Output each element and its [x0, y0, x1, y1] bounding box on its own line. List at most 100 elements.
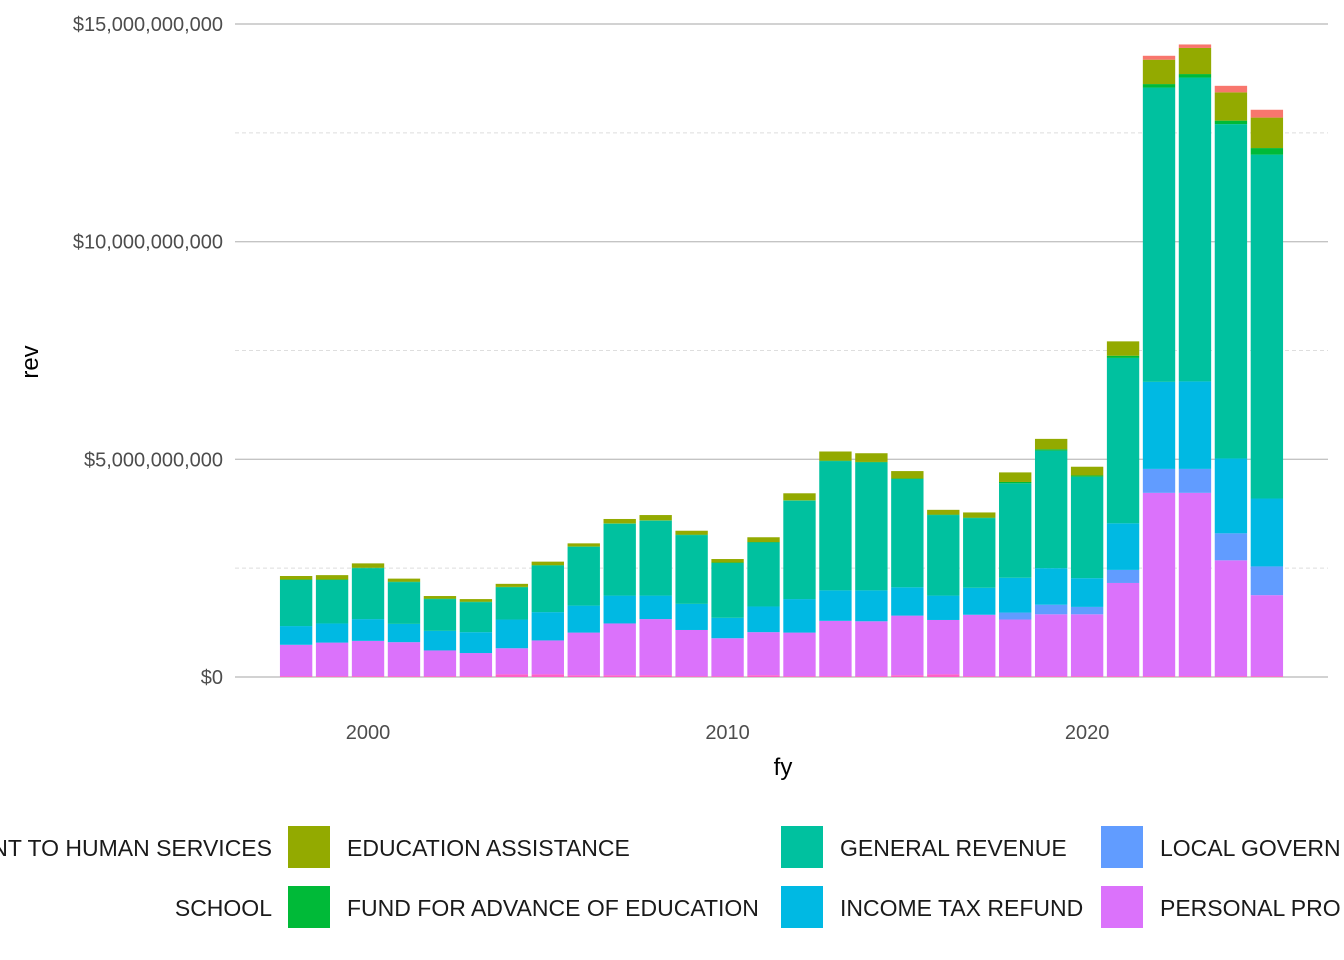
- y-tick-label: $15,000,000,000: [73, 14, 223, 36]
- bar-segment: [1106, 582, 1140, 677]
- x-tick-label: 2000: [346, 722, 391, 744]
- bar-segment: [351, 568, 385, 620]
- bar-segment: [819, 620, 852, 677]
- bar-segment: [1250, 566, 1284, 596]
- bar-segment: [855, 676, 888, 677]
- bar-segment: [1142, 468, 1176, 493]
- bar-segment: [531, 640, 564, 675]
- bar-segment: [567, 675, 600, 677]
- bar-segment: [1106, 569, 1140, 583]
- y-axis-title: rev: [17, 345, 44, 378]
- x-tick-label: 2020: [1065, 722, 1110, 744]
- bar-segment: [1070, 476, 1104, 579]
- bar-segment: [1250, 676, 1284, 677]
- bar-segment: [711, 676, 744, 677]
- legend-label: INCOME TAX REFUND: [840, 895, 1083, 921]
- bar-segment: [1142, 87, 1176, 382]
- bar-segment: [675, 629, 708, 677]
- bar-segment: [1178, 74, 1212, 78]
- bar-segment: [1034, 676, 1068, 677]
- bar-segment: [567, 605, 600, 633]
- bar-segment: [279, 626, 313, 645]
- bar-segment: [279, 576, 313, 580]
- bar-segment: [279, 644, 313, 677]
- bar-segment: [1214, 458, 1248, 534]
- bar-segment: [387, 578, 421, 582]
- bar-segment: [279, 676, 313, 677]
- bar-segment: [1034, 450, 1068, 569]
- bar-segment: [1106, 341, 1140, 356]
- bar-segment: [315, 623, 349, 643]
- bar-segment: [855, 621, 888, 677]
- x-axis: 2000 2010 2020: [346, 722, 1110, 744]
- bar-segment: [279, 579, 313, 627]
- legend-label: SCHOOL: [175, 895, 272, 921]
- bar-segment: [1214, 120, 1248, 125]
- legend-key: [1101, 826, 1143, 868]
- bar-segment: [819, 676, 852, 677]
- bar-segment: [1070, 676, 1104, 677]
- bar-segment: [1178, 676, 1212, 677]
- bar-segment: [1070, 614, 1104, 677]
- bar-segment: [999, 472, 1032, 482]
- bar-segment: [963, 587, 996, 615]
- bar-segment: [819, 451, 852, 461]
- bar-segment: [1142, 59, 1176, 85]
- bar-segment: [459, 599, 493, 602]
- bar-segment: [1178, 47, 1212, 75]
- bar-segment: [1178, 492, 1212, 677]
- bar-segment: [963, 512, 996, 518]
- bar-segment: [423, 596, 457, 599]
- bar-segment: [963, 518, 996, 588]
- bar-segment: [1142, 381, 1176, 469]
- legend-key: [781, 886, 823, 928]
- bar-segment: [387, 623, 421, 643]
- bar-segment: [639, 619, 672, 676]
- bar-segment: [711, 562, 744, 618]
- bar-segment: [639, 675, 672, 677]
- bar-segment: [567, 543, 600, 547]
- bar-segment: [315, 575, 349, 580]
- bar-segment: [1250, 154, 1284, 499]
- bar-segment: [747, 675, 780, 677]
- bar-segment: [423, 676, 457, 677]
- bar-segment: [387, 582, 421, 624]
- bar-segment: [351, 619, 385, 641]
- x-axis-title: fy: [774, 754, 793, 781]
- bar-segment: [891, 478, 924, 588]
- bar-segment: [315, 642, 349, 677]
- legend-label: GENERAL REVENUE: [840, 835, 1067, 861]
- bar-segment: [531, 674, 564, 677]
- bar-segment: [315, 676, 349, 677]
- bar-segment: [747, 632, 780, 676]
- bar-segment: [819, 461, 852, 591]
- bar-segment: [783, 599, 816, 633]
- bar-segment: [423, 630, 457, 651]
- bar-segment: [639, 515, 672, 521]
- bar-segment: [315, 579, 349, 624]
- bar-segment: [891, 675, 924, 677]
- bar-segment: [1034, 438, 1068, 450]
- bar-segment: [675, 535, 708, 604]
- bar-segment: [567, 546, 600, 606]
- bar-segment: [459, 653, 493, 677]
- bar-segment: [1250, 117, 1284, 149]
- bar-segment: [783, 632, 816, 677]
- bar-segment: [603, 675, 636, 677]
- bars: [279, 44, 1284, 677]
- bar-segment: [855, 462, 888, 591]
- bar-segment: [1250, 148, 1284, 155]
- bar-segment: [603, 523, 636, 596]
- bar-segment: [1142, 492, 1176, 677]
- bar-segment: [1178, 381, 1212, 469]
- bar-segment: [999, 676, 1032, 677]
- bar-segment: [531, 612, 564, 641]
- bar-segment: [999, 483, 1032, 578]
- bar-segment: [891, 587, 924, 616]
- bar-segment: [567, 632, 600, 676]
- legend-key: [781, 826, 823, 868]
- bar-segment: [495, 674, 529, 677]
- bar-segment: [963, 614, 996, 677]
- bar-segment: [927, 509, 960, 515]
